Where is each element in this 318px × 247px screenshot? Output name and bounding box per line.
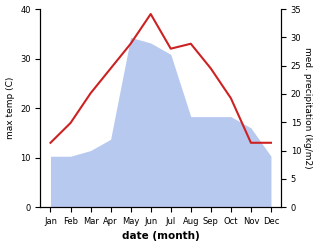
Y-axis label: med. precipitation (kg/m2): med. precipitation (kg/m2)	[303, 47, 313, 169]
Y-axis label: max temp (C): max temp (C)	[5, 77, 15, 139]
X-axis label: date (month): date (month)	[122, 231, 200, 242]
